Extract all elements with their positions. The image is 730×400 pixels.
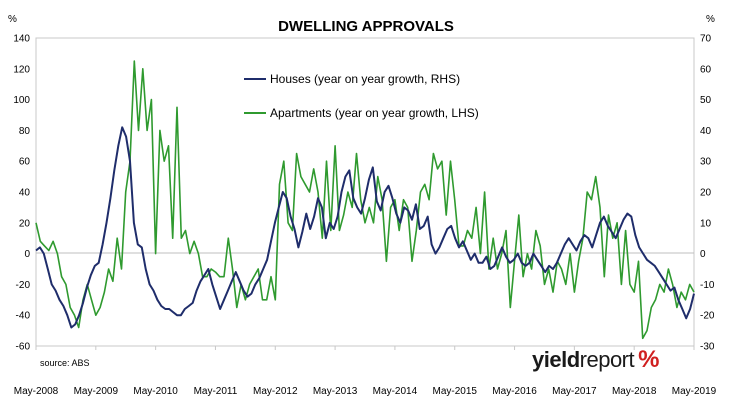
left-tick-label: 60	[19, 157, 31, 168]
left-axis: 140 120 100 80 60 40 20 0 -20 -40 -60	[13, 34, 30, 353]
x-tick-label: May-2015	[432, 386, 477, 397]
legend-label-apartments: Apartments (year on year growth, LHS)	[270, 106, 479, 120]
x-tick-label: May-2012	[253, 386, 298, 397]
x-tick-label: May-2014	[373, 386, 418, 397]
logo-yield: yield	[532, 347, 580, 372]
x-tick-label: May-2013	[313, 386, 358, 397]
right-tick-label: 0	[700, 249, 706, 260]
svg-text:yieldreport%: yieldreport%	[532, 346, 659, 373]
x-tick-label: May-2011	[194, 386, 238, 397]
left-tick-label: -40	[16, 311, 31, 322]
series-line-apartments	[35, 60, 695, 340]
right-tick-label: 30	[700, 157, 712, 168]
source-note: source: ABS	[40, 358, 90, 368]
right-tick-label: 20	[700, 188, 712, 199]
x-tick-label: May-2016	[492, 386, 537, 397]
right-tick-label: -20	[700, 311, 715, 322]
right-axis: 70 60 50 40 30 20 10 0 -10 -20 -30	[700, 34, 715, 353]
x-tick-label: May-2019	[672, 386, 717, 397]
left-tick-label: 20	[19, 218, 31, 229]
left-tick-label: 120	[13, 64, 30, 75]
x-axis: May-2008 May-2009 May-2010 May-2011 May-2012…	[14, 346, 717, 397]
right-tick-label: -10	[700, 280, 715, 291]
left-tick-label: 80	[19, 126, 31, 137]
x-tick-label: May-2017	[552, 386, 597, 397]
left-tick-label: 100	[13, 95, 30, 106]
x-tick-label: May-2010	[133, 386, 178, 397]
right-tick-label: 60	[700, 64, 712, 75]
left-tick-label: 40	[19, 188, 31, 199]
left-tick-label: 140	[13, 34, 30, 45]
right-tick-label: 70	[700, 34, 712, 45]
left-tick-label: -20	[16, 280, 31, 291]
yieldreport-logo: yieldreport%	[532, 346, 659, 373]
legend-label-houses: Houses (year on year growth, RHS)	[270, 72, 460, 86]
chart-title: DWELLING APPROVALS	[278, 18, 454, 35]
right-tick-label: 40	[700, 126, 712, 137]
right-tick-label: 50	[700, 95, 712, 106]
logo-percent: %	[638, 346, 659, 373]
series-line-houses	[35, 126, 695, 329]
x-tick-label: May-2018	[612, 386, 657, 397]
right-tick-label: -30	[700, 342, 715, 353]
x-tick-label: May-2009	[74, 386, 119, 397]
plot-area	[35, 37, 695, 347]
legend: Houses (year on year growth, RHS) Apartm…	[244, 72, 479, 120]
right-tick-label: 10	[700, 218, 712, 229]
left-tick-label: 0	[24, 249, 30, 260]
x-tick-label: May-2008	[14, 386, 59, 397]
logo-report: report	[580, 347, 635, 372]
left-axis-unit: %	[8, 14, 17, 25]
left-tick-label: -60	[16, 342, 31, 353]
right-axis-unit: %	[706, 14, 715, 25]
